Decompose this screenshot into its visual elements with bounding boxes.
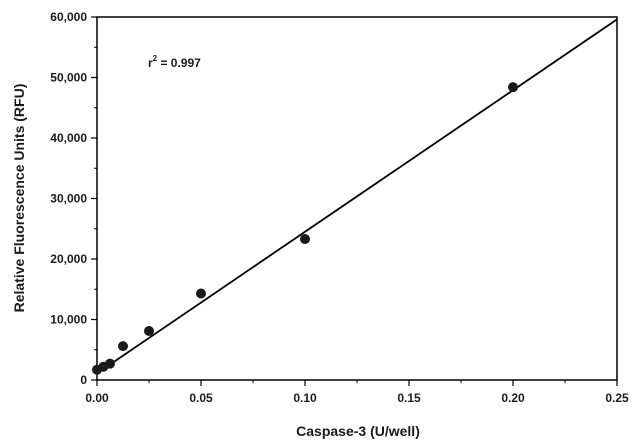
y-tick-label: 20,000 [50,252,87,266]
data-point [196,288,206,299]
x-tick-label: 0.25 [605,391,629,405]
data-point [144,325,154,336]
ticks: 0.00 0.05 0.10 0.15 0.20 0.25 0 10,000 20,000 30,… [50,10,629,405]
data-point [118,341,128,352]
y-tick-label: 30,000 [50,192,87,206]
r-squared-annotation: r2 = 0.997 [148,54,201,70]
data-point [105,358,115,369]
data-point [508,82,518,93]
x-tick-label: 0.15 [397,391,421,405]
x-tick-label: 0.10 [293,391,317,405]
y-tick-label: 50,000 [50,71,87,85]
r-squared-base: r [148,56,153,70]
fit-line-group [96,18,618,375]
x-tick-label: 0.20 [501,391,525,405]
x-axis-label: Caspase-3 (U/well) [296,423,420,439]
data-points [92,82,518,375]
y-axis-label: Relative Fluorescence Units (RFU) [11,84,27,313]
y-tick-label: 60,000 [50,10,87,24]
fit-line [96,18,618,375]
y-tick-label: 40,000 [50,131,87,145]
r-squared-value: = 0.997 [157,56,201,70]
y-tick-label: 10,000 [50,313,87,327]
x-tick-label: 0.00 [85,391,109,405]
r-squared-superscript: 2 [153,54,158,63]
x-tick-label: 0.05 [189,391,213,405]
y-tick-label: 0 [80,373,87,387]
data-point [300,234,310,245]
